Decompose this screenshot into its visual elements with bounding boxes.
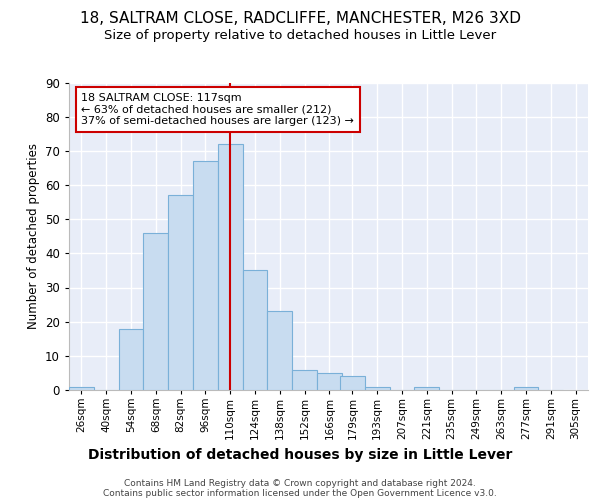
- Bar: [340, 376, 365, 390]
- Text: Distribution of detached houses by size in Little Lever: Distribution of detached houses by size …: [88, 448, 512, 462]
- Bar: [69, 386, 94, 390]
- Bar: [292, 370, 317, 390]
- Bar: [317, 373, 342, 390]
- Text: 18, SALTRAM CLOSE, RADCLIFFE, MANCHESTER, M26 3XD: 18, SALTRAM CLOSE, RADCLIFFE, MANCHESTER…: [79, 11, 521, 26]
- Bar: [119, 328, 143, 390]
- Bar: [365, 386, 389, 390]
- Bar: [218, 144, 242, 390]
- Text: Contains HM Land Registry data © Crown copyright and database right 2024.: Contains HM Land Registry data © Crown c…: [124, 479, 476, 488]
- Text: Size of property relative to detached houses in Little Lever: Size of property relative to detached ho…: [104, 29, 496, 42]
- Bar: [143, 233, 168, 390]
- Bar: [168, 195, 193, 390]
- Y-axis label: Number of detached properties: Number of detached properties: [26, 143, 40, 329]
- Bar: [514, 386, 538, 390]
- Bar: [268, 312, 292, 390]
- Text: 18 SALTRAM CLOSE: 117sqm
← 63% of detached houses are smaller (212)
37% of semi-: 18 SALTRAM CLOSE: 117sqm ← 63% of detach…: [82, 93, 354, 126]
- Bar: [242, 270, 268, 390]
- Bar: [193, 161, 218, 390]
- Text: Contains public sector information licensed under the Open Government Licence v3: Contains public sector information licen…: [103, 489, 497, 498]
- Bar: [415, 386, 439, 390]
